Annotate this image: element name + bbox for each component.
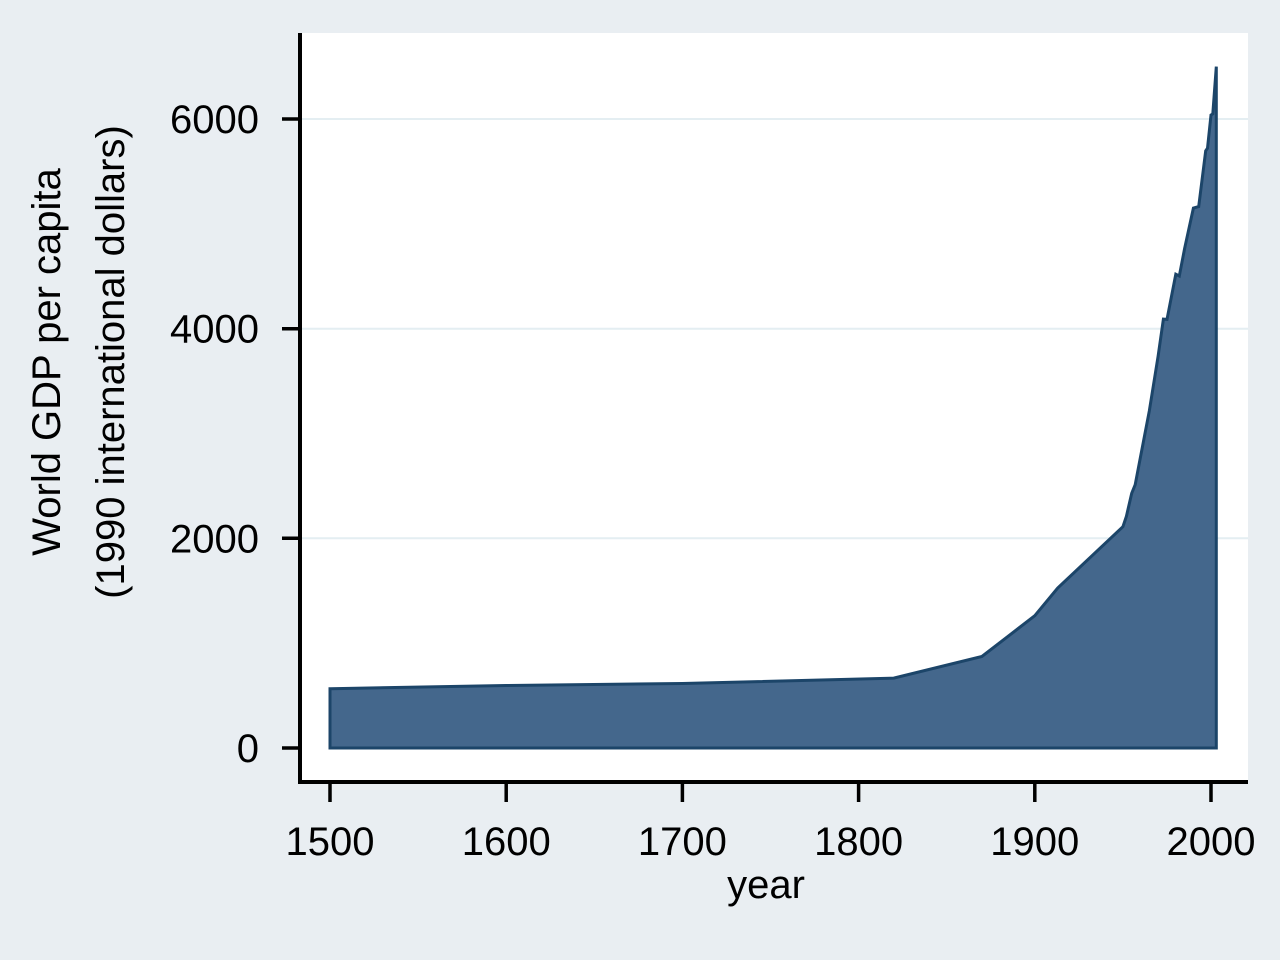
y-axis-tick-labels: 0 2000 4000 6000: [170, 98, 259, 771]
x-tick-label-1800: 1800: [814, 820, 903, 864]
x-tick-label-1700: 1700: [638, 820, 727, 864]
y-axis-title-line2: (1990 international dollars): [89, 125, 133, 599]
y-gridlines: [302, 118, 1248, 540]
world-gdp-area-series: [328, 66, 1218, 750]
x-axis-title: year: [727, 863, 805, 907]
x-tick-label-2000: 2000: [1167, 820, 1256, 864]
x-tick-label-1500: 1500: [286, 820, 375, 864]
x-tick-label-1600: 1600: [462, 820, 551, 864]
y-tick-label-0: 0: [237, 727, 259, 771]
y-tick-label-6000: 6000: [170, 98, 259, 142]
y-tick-label-4000: 4000: [170, 308, 259, 352]
y-axis-ticks: [282, 117, 300, 750]
y-tick-label-2000: 2000: [170, 517, 259, 561]
y-axis-title-line1: World GDP per capita: [25, 167, 69, 555]
x-axis-tick-labels: 1500 1600 1700 1800 1900 2000: [286, 820, 1256, 864]
x-axis-ticks: [328, 782, 1213, 802]
x-tick-label-1900: 1900: [990, 820, 1079, 864]
